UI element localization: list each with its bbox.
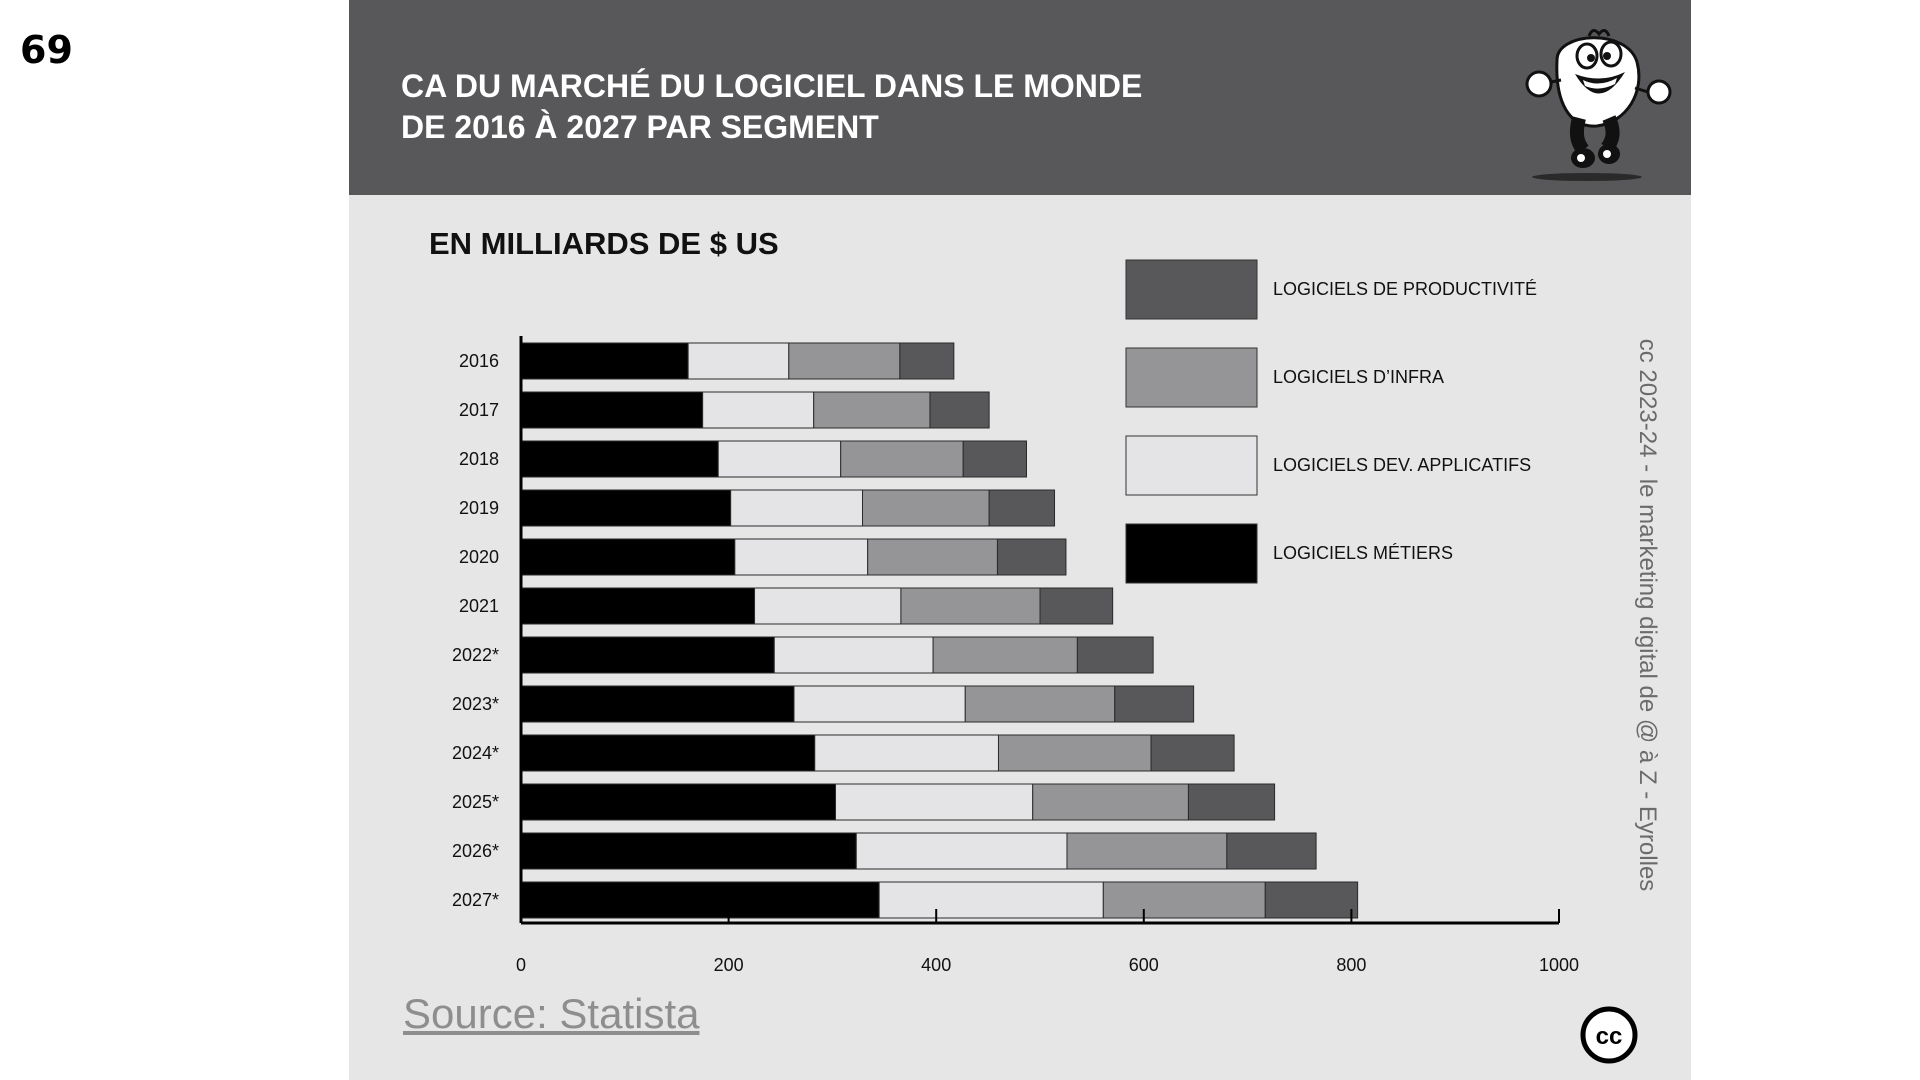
bar-2027-series-1	[520, 881, 880, 919]
bar-2025-series-1	[520, 783, 837, 821]
bar-2018-series-2	[717, 440, 842, 478]
legend-swatch	[1125, 523, 1258, 584]
bar-2023-series-3	[964, 685, 1116, 723]
bar-2019-series-4	[988, 489, 1056, 527]
y-tick-label: 2024*	[452, 743, 499, 763]
slide-header: CA DU MARCHÉ DU LOGICIEL DANS LE MONDE D…	[349, 0, 1691, 195]
bar-2022-series-4	[1076, 636, 1154, 674]
bar-2021-series-2	[754, 587, 902, 625]
y-tick-label: 2021	[459, 596, 499, 616]
bar-2017-series-2	[702, 391, 815, 429]
y-tick-label: 2016	[459, 351, 499, 371]
creative-commons-icon: cc	[1580, 1006, 1638, 1064]
bar-2025-series-3	[1032, 783, 1189, 821]
x-tick-label: 600	[1129, 955, 1159, 975]
legend-label: LOGICIELS MÉTIERS	[1273, 543, 1453, 563]
bar-2022-series-3	[932, 636, 1078, 674]
bar-2026-series-3	[1066, 832, 1228, 870]
bar-2021-series-1	[520, 587, 756, 625]
legend-label: LOGICIELS DE PRODUCTIVITÉ	[1273, 279, 1537, 299]
bar-2020-series-3	[867, 538, 998, 576]
slide: CA DU MARCHÉ DU LOGICIEL DANS LE MONDE D…	[349, 0, 1691, 1080]
bar-2027-series-3	[1102, 881, 1266, 919]
title-line-1: CA DU MARCHÉ DU LOGICIEL DANS LE MONDE	[401, 68, 1143, 104]
y-tick-label: 2018	[459, 449, 499, 469]
bar-2019-series-3	[862, 489, 990, 527]
bar-2024-series-3	[997, 734, 1152, 772]
x-tick-label: 1000	[1539, 955, 1579, 975]
y-tick-label: 2022*	[452, 645, 499, 665]
bar-2018-series-4	[962, 440, 1028, 478]
bar-2017-series-1	[520, 391, 704, 429]
bar-2019-series-1	[520, 489, 732, 527]
bar-2026-series-2	[855, 832, 1068, 870]
source-link[interactable]: Source: Statista	[403, 990, 700, 1037]
bar-2016-series-1	[520, 342, 689, 380]
bar-2020-series-1	[520, 538, 736, 576]
y-tick-label: 2025*	[452, 792, 499, 812]
mascot-logo	[1525, 29, 1672, 181]
chart-title: CA DU MARCHÉ DU LOGICIEL DANS LE MONDE D…	[401, 66, 1142, 148]
y-tick-label: 2026*	[452, 841, 499, 861]
chart-subtitle: EN MILLIARDS DE $ US	[429, 226, 779, 261]
bar-2026-series-1	[520, 832, 857, 870]
bar-2021-series-3	[900, 587, 1041, 625]
bar-2016-series-2	[687, 342, 790, 380]
legend-label: LOGICIELS DEV. APPLICATIFS	[1273, 455, 1531, 475]
bar-2018-series-3	[840, 440, 964, 478]
bar-2021-series-4	[1039, 587, 1114, 625]
x-tick-label: 400	[921, 955, 951, 975]
bar-2016-series-3	[788, 342, 901, 380]
bar-2025-series-4	[1187, 783, 1276, 821]
bar-2016-series-4	[899, 342, 955, 380]
bar-2020-series-4	[996, 538, 1067, 576]
legend-label: LOGICIELS D’INFRA	[1273, 367, 1444, 387]
chart: EN MILLIARDS DE $ US 2016 2017 2018 2019 2020…	[429, 226, 1579, 975]
legend-swatch	[1125, 347, 1258, 408]
y-tick-label: 2027*	[452, 890, 499, 910]
y-tick-label: 2019	[459, 498, 499, 518]
x-tick-label: 800	[1336, 955, 1366, 975]
bar-2027-series-4	[1264, 881, 1359, 919]
bar-2022-series-1	[520, 636, 775, 674]
bar-2017-series-4	[929, 391, 990, 429]
title-line-2: DE 2016 À 2027 PAR SEGMENT	[401, 109, 879, 145]
bar-2017-series-3	[813, 391, 931, 429]
legend-swatch	[1125, 259, 1258, 320]
x-tick-label: 200	[714, 955, 744, 975]
bar-2025-series-2	[835, 783, 1034, 821]
page-number: 69	[20, 28, 73, 72]
bar-2018-series-1	[520, 440, 719, 478]
bar-2024-series-2	[814, 734, 999, 772]
copyright-credit: cc 2023-24 - le marketing digital de @ à…	[1634, 338, 1661, 892]
y-tick-label: 2020	[459, 547, 499, 567]
bar-2023-series-1	[520, 685, 795, 723]
y-tick-label: 2023*	[452, 694, 499, 714]
bar-2020-series-2	[734, 538, 869, 576]
bar-2027-series-2	[878, 881, 1104, 919]
cc-label: cc	[1596, 1023, 1623, 1050]
x-tick-label: 0	[516, 955, 526, 975]
bar-2023-series-2	[793, 685, 966, 723]
bar-2024-series-1	[520, 734, 816, 772]
bar-2026-series-4	[1226, 832, 1317, 870]
bar-2023-series-4	[1114, 685, 1195, 723]
bar-2024-series-4	[1150, 734, 1235, 772]
bar-2022-series-2	[773, 636, 934, 674]
bar-2019-series-2	[730, 489, 864, 527]
legend-swatch	[1125, 435, 1258, 496]
y-tick-label: 2017	[459, 400, 499, 420]
